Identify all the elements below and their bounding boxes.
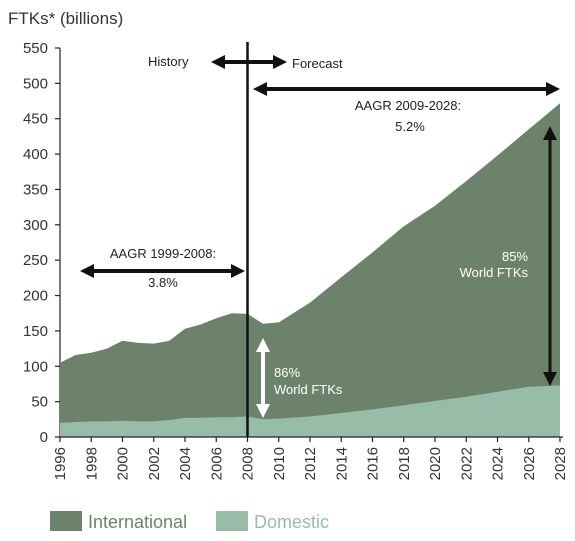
plot-area [60, 103, 560, 437]
annotations: History Forecast AAGR 2009-2028: 5.2% AA… [80, 42, 560, 437]
x-axis: 1996 1998 2000 2002 2004 2006 2008 2010 2012 2014… [52, 436, 569, 480]
area-domestic [60, 385, 560, 437]
legend-swatch-domestic [216, 511, 248, 531]
history-forecast-arrow-head-right [273, 55, 287, 69]
share-2008-arrow [256, 338, 270, 418]
share-2028-line2: World FTKs [460, 265, 529, 280]
area-international [60, 103, 560, 437]
aagr-forecast-line2: 5.2% [395, 119, 425, 134]
aagr-forecast-arrow-head-right [546, 82, 560, 96]
x-tick-label: 2006 [208, 447, 225, 480]
aagr-history-arrow [80, 264, 245, 278]
y-tick-label: 500 [23, 75, 48, 92]
y-tick-label: 0 [40, 429, 48, 446]
share-2008-arrow-head-bottom [256, 404, 270, 418]
legend-label-international: International [88, 512, 187, 532]
x-tick-label: 2024 [490, 447, 507, 480]
forecast-label: Forecast [292, 56, 343, 71]
x-tick-label: 2002 [146, 447, 163, 480]
y-tick-label: 550 [23, 40, 48, 57]
y-tick-label: 450 [23, 111, 48, 128]
y-tick-label: 50 [31, 394, 48, 411]
y-axis: 0 50 100 150 200 250 300 350 400 450 500 550 [23, 40, 61, 446]
y-tick-label: 150 [23, 323, 48, 340]
history-forecast-arrow [211, 55, 287, 69]
legend: International Domestic [50, 511, 329, 532]
aagr-history-arrow-head-right [231, 264, 245, 278]
x-tick-label: 1996 [52, 447, 69, 480]
x-tick-label: 2004 [177, 447, 194, 480]
legend-label-domestic: Domestic [254, 512, 329, 532]
x-tick-label: 2008 [240, 447, 257, 480]
x-tick-label: 2026 [521, 447, 538, 480]
x-tick-label: 2000 [115, 447, 132, 480]
x-tick-label: 1998 [83, 447, 100, 480]
y-tick-label: 300 [23, 217, 48, 234]
share-2028-arrow-head-top [543, 126, 557, 140]
y-axis-label: FTKs* (billions) [8, 9, 123, 28]
x-tick-label: 2020 [427, 447, 444, 480]
aagr-history-arrow-head-left [80, 264, 94, 278]
share-2028-arrow [543, 126, 557, 386]
aagr-history-line2: 3.8% [148, 275, 178, 290]
y-tick-label: 200 [23, 288, 48, 305]
x-tick-label: 2014 [333, 447, 350, 480]
aagr-history-line1: AAGR 1999-2008: [110, 246, 216, 261]
share-2008-line1: 86% [274, 365, 300, 380]
x-tick-label: 2016 [365, 447, 382, 480]
y-tick-label: 100 [23, 358, 48, 375]
share-2008-arrow-head-top [256, 338, 270, 352]
history-label: History [148, 54, 189, 69]
x-tick-label: 2012 [302, 447, 319, 480]
aagr-forecast-line1: AAGR 2009-2028: [355, 98, 461, 113]
aagr-forecast-arrow [253, 82, 560, 96]
y-tick-label: 350 [23, 181, 48, 198]
share-2028-arrow-head-bottom [543, 372, 557, 386]
y-tick-label: 250 [23, 252, 48, 269]
aagr-forecast-arrow-head-left [253, 82, 267, 96]
share-2028-line1: 85% [502, 249, 528, 264]
y-tick-label: 400 [23, 146, 48, 163]
x-tick-label: 2028 [552, 447, 569, 480]
history-forecast-arrow-head-left [211, 55, 225, 69]
x-tick-label: 2018 [396, 447, 413, 480]
x-tick-label: 2022 [458, 447, 475, 480]
legend-swatch-international [50, 511, 82, 531]
x-tick-label: 2010 [271, 447, 288, 480]
share-2008-line2: World FTKs [274, 382, 343, 397]
